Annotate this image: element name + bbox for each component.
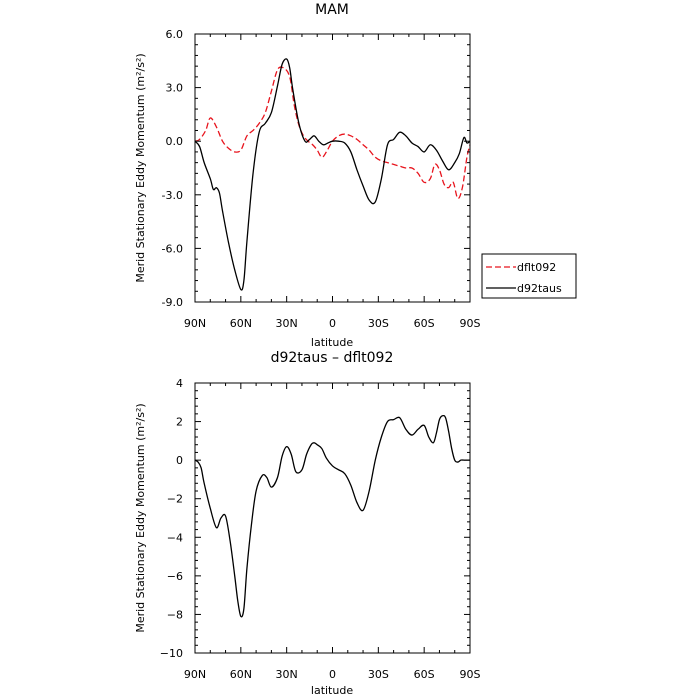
series-group <box>194 58 471 291</box>
x-tick-label: 30N <box>276 317 298 330</box>
y-tick-label: 2 <box>176 416 183 429</box>
y-tick-label: -3.0 <box>162 189 183 202</box>
y-tick-label: 3.0 <box>166 82 184 95</box>
x-tick-label: 90S <box>460 668 481 681</box>
x-axis-label: latitude <box>311 336 353 349</box>
x-tick-label: 60N <box>230 668 252 681</box>
x-tick-label: 90N <box>184 668 206 681</box>
chart-title: MAM <box>315 2 349 18</box>
x-tick-label: 30N <box>276 668 298 681</box>
plot-frame <box>194 382 471 654</box>
x-tick-label: 60S <box>414 317 435 330</box>
y-tick-label: -6.0 <box>162 242 183 255</box>
x-tick-label: 60S <box>414 668 435 681</box>
y-tick-label: -9.0 <box>162 296 183 309</box>
x-tick-label: 90S <box>460 317 481 330</box>
y-tick-label: −6 <box>167 570 183 583</box>
panel-top: MAM 90N 60N 30N 0 30S 60S 90S -9.0 -6.0 -3.0 0.0 3.… <box>134 2 577 349</box>
y-tick-label: 0 <box>176 454 183 467</box>
y-tick-label: −4 <box>167 531 183 544</box>
y-tick-label: 0.0 <box>166 135 184 148</box>
x-tick-label: 30S <box>368 317 389 330</box>
y-tick-label: −10 <box>160 647 183 660</box>
legend-label-dflt092: dflt092 <box>517 261 556 274</box>
y-tick-label: 4 <box>176 377 183 390</box>
x-tick-label: 30S <box>368 668 389 681</box>
series-line-dflt092 <box>194 66 471 200</box>
legend-box <box>481 253 577 299</box>
series-line-series0 <box>194 414 470 618</box>
y-tick-label: −2 <box>167 493 183 506</box>
series-group <box>194 414 470 618</box>
x-tick-label: 90N <box>184 317 206 330</box>
y-axis-label: Merid Stationary Eddy Momentum (m²/s²) <box>134 403 147 632</box>
ticks-group: 90N 60N 30N 0 30S 60S 90S −10 −8 −6 −4 −2 0 2 4 <box>160 377 481 681</box>
legend: dflt092 d92taus <box>481 253 577 299</box>
y-tick-label: −8 <box>167 608 183 621</box>
x-tick-label: 0 <box>329 668 336 681</box>
y-tick-label: 6.0 <box>166 28 184 41</box>
panel-bottom: d92taus – dflt092 90N 60N 30N 0 30S 60S 90S −10… <box>134 350 481 697</box>
chart-title: d92taus – dflt092 <box>271 350 394 366</box>
plot-frame <box>194 33 471 303</box>
x-tick-label: 0 <box>329 317 336 330</box>
ticks-group: 90N 60N 30N 0 30S 60S 90S -9.0 -6.0 -3.0 0.0 3.0 6.0 <box>162 28 481 330</box>
series-line-d92taus <box>194 58 471 291</box>
legend-label-d92taus: d92taus <box>517 282 562 295</box>
x-axis-label: latitude <box>311 684 353 697</box>
x-tick-label: 60N <box>230 317 252 330</box>
y-axis-label: Merid Stationary Eddy Momentum (m²/s²) <box>134 53 147 282</box>
